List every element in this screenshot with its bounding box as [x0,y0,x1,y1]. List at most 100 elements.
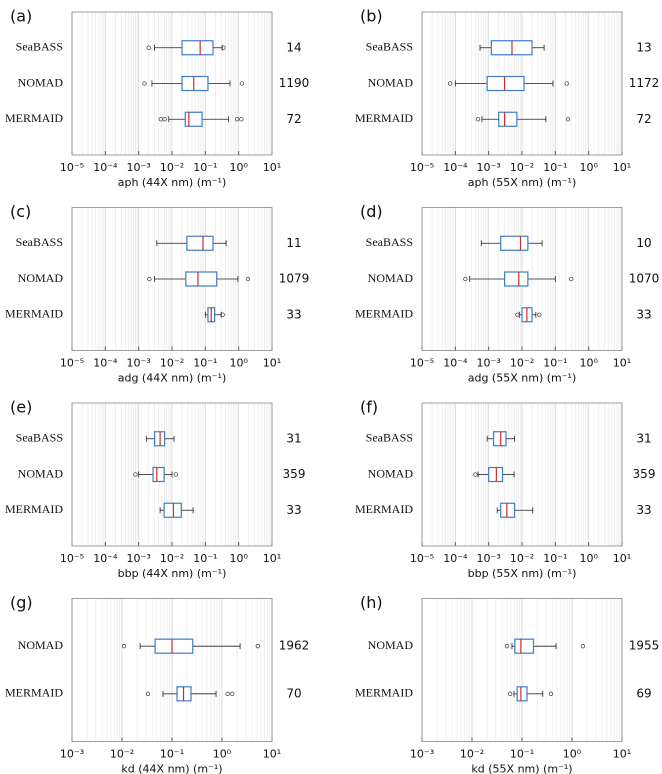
flier [537,312,542,317]
x-tick-label: 10⁻⁴ [93,552,118,565]
x-axis-label: adg (44X nm) (m⁻¹) [118,372,227,385]
box [500,502,516,518]
category-label: MERMAID [5,686,63,700]
count-label: 33 [286,503,301,517]
x-tick-label: 10⁻⁵ [410,552,434,565]
plot-frame [71,207,273,351]
count-label: 33 [286,307,301,321]
count-label: 1070 [629,272,660,286]
panel-label: (g) [10,593,33,612]
box [186,235,214,251]
x-tick-label: 10⁻⁴ [93,161,118,174]
x-tick-label: 10⁻² [160,357,184,370]
x-tick-label: 10⁻² [510,357,534,370]
category-label: NOMAD [18,271,64,285]
x-tick-label: 10⁻³ [477,552,501,565]
count-label: 359 [283,467,306,481]
box [516,686,528,702]
flier [448,81,453,86]
category-label: MERMAID [355,686,413,700]
x-tick-label: 10⁻¹ [160,748,184,761]
x-axis-label: bbp (55X nm) (m⁻¹) [468,567,577,580]
count-label: 72 [286,112,301,126]
category-label: MERMAID [355,111,413,125]
category-label: SeaBASS [16,40,63,54]
x-tick-label: 10⁻³ [60,748,84,761]
count-label: 1172 [629,76,660,90]
category-label: NOMAD [18,75,64,89]
category-label: MERMAID [5,502,63,516]
x-tick-label: 10⁻² [460,748,484,761]
plot-frame [71,402,273,547]
x-tick-label: 10⁻² [510,161,534,174]
flier [221,45,226,50]
count-label: 33 [636,307,651,321]
x-tick-label: 10¹ [263,748,281,761]
x-tick-label: 10¹ [613,161,631,174]
x-tick-label: 10⁻¹ [193,161,217,174]
flier [515,312,520,317]
category-label: MERMAID [5,111,63,125]
flier [565,117,571,122]
box [514,638,535,654]
category-label: MERMAID [355,502,413,516]
count-label: 70 [286,686,301,700]
x-axis-label: bbp (44X nm) (m⁻¹) [118,567,227,580]
x-tick-label: 10⁰ [579,357,598,370]
category-label: NOMAD [368,271,414,285]
x-tick-label: 10⁰ [579,552,598,565]
x-axis-label: kd (55X nm) (m⁻¹) [471,763,572,774]
plot-frame [421,207,623,351]
plot-frame [421,598,623,742]
x-tick-label: 10⁻¹ [543,161,567,174]
flier [234,117,240,122]
flier [142,81,147,86]
category-label: SeaBASS [366,40,413,54]
x-tick-label: 10¹ [263,552,281,565]
category-label: NOMAD [18,638,64,652]
x-tick-label: 10⁻¹ [510,748,534,761]
category-label: MERMAID [355,307,413,321]
flier [473,472,478,477]
x-tick-label: 10¹ [613,552,631,565]
flier [245,276,251,282]
x-tick-label: 10⁻² [160,552,184,565]
panel-label: (c) [10,202,31,221]
count-label: 33 [636,503,651,517]
x-tick-label: 10⁻⁴ [443,161,468,174]
x-tick-label: 10⁻⁴ [443,552,468,565]
x-axis-label: aph (55X nm) (m⁻¹) [468,176,577,189]
plot-frame [71,11,273,156]
flier [239,117,244,122]
x-tick-label: 10¹ [613,748,631,761]
x-tick-label: 10⁻¹ [193,552,217,565]
x-tick-label: 10⁻³ [127,552,151,565]
x-tick-label: 10⁻⁵ [60,161,84,174]
flier [173,472,178,477]
x-tick-label: 10⁻⁵ [60,552,84,565]
flier [162,117,167,122]
box [486,75,525,92]
box [152,466,165,483]
count-label: 11 [286,236,301,250]
x-tick-label: 10⁻³ [410,748,434,761]
count-label: 1955 [629,639,660,653]
x-tick-label: 10⁻³ [127,357,151,370]
box [184,111,203,127]
count-label: 359 [633,467,656,481]
box [503,271,529,287]
x-tick-label: 10⁻¹ [193,357,217,370]
box [185,271,218,287]
x-tick-label: 10¹ [263,357,281,370]
x-tick-label: 10⁰ [563,748,582,761]
flier [475,117,481,122]
count-label: 13 [636,40,651,54]
flier [255,644,260,649]
panel-label: (d) [360,202,383,221]
count-label: 72 [636,112,651,126]
category-label: SeaBASS [366,431,413,445]
panel-label: (e) [10,398,32,417]
category-label: NOMAD [368,75,414,89]
category-label: NOMAD [368,466,414,480]
x-tick-label: 10⁻¹ [543,357,567,370]
